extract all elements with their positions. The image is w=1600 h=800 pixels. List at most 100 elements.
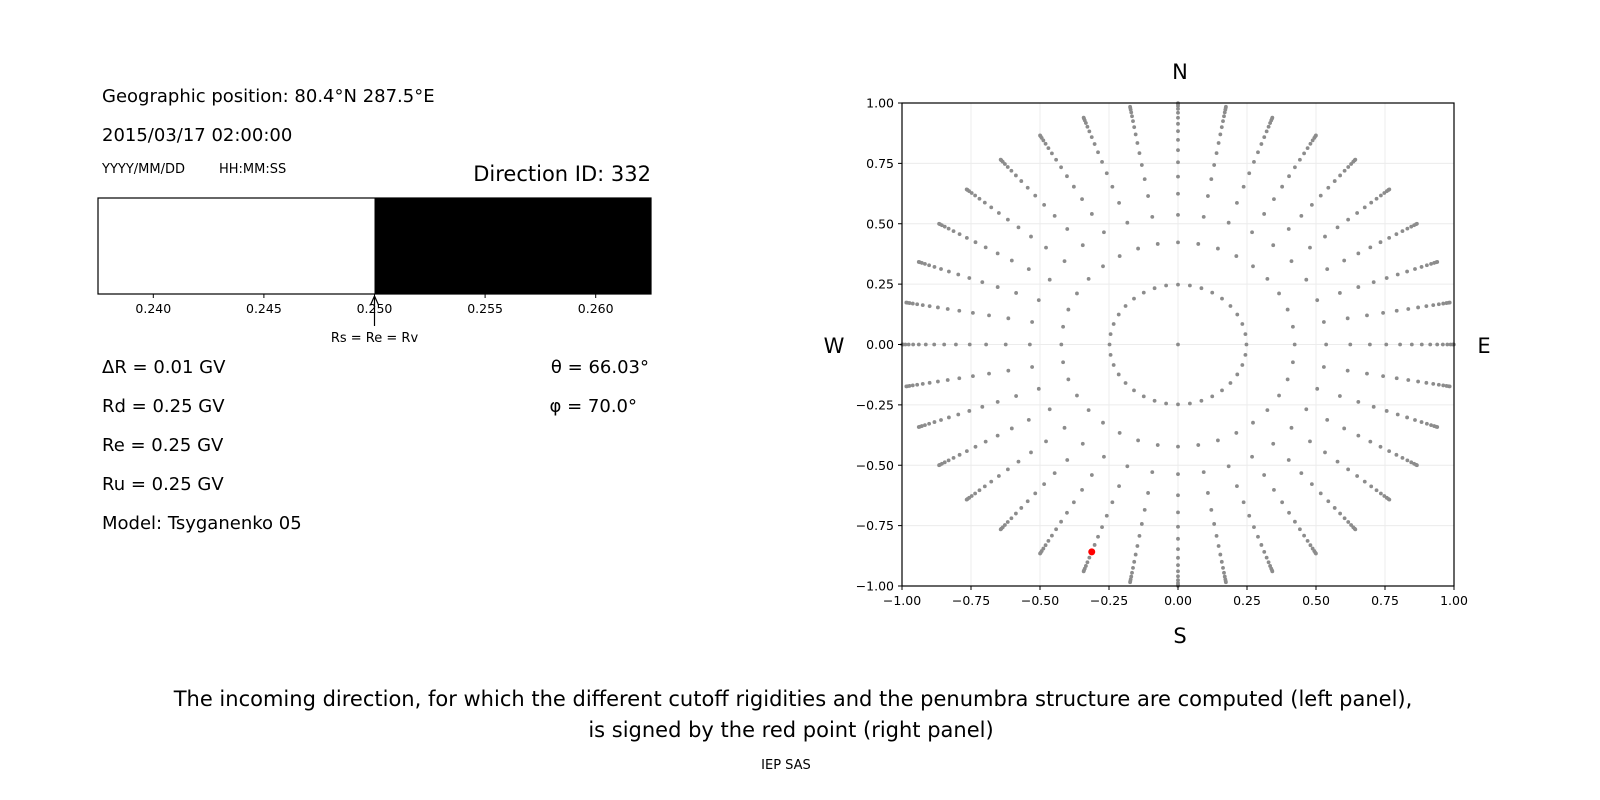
direction-point <box>1006 316 1011 321</box>
direction-point <box>1176 115 1180 120</box>
direction-point <box>1216 438 1220 443</box>
direction-point <box>964 497 969 502</box>
direction-point <box>1137 533 1142 538</box>
direction-point <box>916 342 921 347</box>
direction-point <box>1065 174 1069 179</box>
direction-point <box>1059 165 1063 170</box>
y-tick-label: 0.50 <box>866 216 894 231</box>
direction-point <box>1256 534 1260 539</box>
direction-point <box>1005 217 1010 222</box>
direction-point <box>1117 431 1122 435</box>
direction-point <box>1441 301 1446 306</box>
direction-point <box>1014 291 1019 295</box>
direction-point <box>1368 439 1373 444</box>
direction-point <box>1318 491 1323 496</box>
direction-point <box>1332 506 1337 510</box>
direction-point <box>1141 394 1146 399</box>
direction-point <box>1424 421 1429 426</box>
direction-point <box>1164 401 1169 406</box>
direction-point <box>1266 560 1271 565</box>
param-re: Re = 0.25 GV <box>102 435 224 456</box>
direction-point <box>1005 165 1010 169</box>
direction-point <box>1046 539 1051 543</box>
direction-point <box>1440 342 1445 347</box>
direction-point <box>1176 444 1180 449</box>
x-tick-label: 1.00 <box>1440 593 1468 608</box>
direction-point <box>977 488 982 493</box>
direction-point <box>947 269 951 274</box>
phi-value: φ = 70.0° <box>550 396 637 417</box>
direction-point <box>942 342 947 347</box>
direction-point <box>1092 142 1097 146</box>
direction-point <box>1003 342 1008 347</box>
direction-point <box>989 479 994 484</box>
direction-point <box>1005 467 1010 472</box>
y-tick-label: 0.00 <box>866 337 894 352</box>
direction-point <box>1135 141 1140 145</box>
direction-point <box>1061 360 1065 365</box>
direction-point <box>1353 527 1358 532</box>
direction-point <box>1277 291 1281 296</box>
direction-point <box>1176 578 1180 583</box>
direction-point <box>1155 443 1160 447</box>
direction-point <box>967 276 972 280</box>
direction-point <box>1342 516 1347 521</box>
param-delta-r: ΔR = 0.01 GV <box>102 357 226 378</box>
direction-point <box>1291 324 1295 329</box>
bar-tick-label: 0.255 <box>467 301 503 316</box>
x-tick-label: −0.75 <box>952 593 990 608</box>
direction-point <box>1224 104 1228 109</box>
direction-point <box>1356 433 1361 438</box>
direction-point <box>1286 458 1291 462</box>
direction-point <box>1142 507 1147 512</box>
direction-point <box>1132 125 1137 130</box>
x-tick-label: −1.00 <box>883 593 921 608</box>
x-tick-label: −0.25 <box>1090 593 1128 608</box>
direction-point <box>1071 184 1076 189</box>
direction-point <box>1416 305 1420 310</box>
y-tick-label: 0.25 <box>866 277 894 292</box>
direction-point <box>1356 285 1361 289</box>
direction-point <box>1100 525 1104 530</box>
direction-point <box>1046 146 1051 150</box>
direction-point <box>1199 286 1204 291</box>
direction-point <box>1080 441 1085 446</box>
direction-point <box>1009 516 1014 521</box>
direction-point <box>954 342 958 347</box>
direction-point <box>998 527 1003 532</box>
direction-point <box>1013 173 1018 178</box>
direction-point <box>1337 291 1342 295</box>
direction-point <box>1235 372 1240 377</box>
penumbra-bar <box>97 197 652 295</box>
direction-point <box>1338 511 1343 516</box>
direction-point <box>1409 460 1414 465</box>
direction-point <box>1297 157 1302 162</box>
direction-point <box>1033 193 1038 198</box>
direction-point <box>1210 290 1215 295</box>
direction-point <box>1196 242 1201 246</box>
direction-point <box>1323 450 1327 455</box>
direction-point <box>1413 267 1417 271</box>
direction-point <box>1130 570 1134 575</box>
direction-point <box>1287 510 1291 515</box>
direction-point <box>1176 106 1180 111</box>
direction-point <box>1362 479 1367 484</box>
caption-line-2: is signed by the red point (right panel) <box>588 718 993 742</box>
direction-point <box>1141 290 1146 295</box>
direction-point <box>1270 115 1275 120</box>
direction-point <box>1280 184 1285 189</box>
direction-point <box>1304 277 1309 282</box>
credit: IEP SAS <box>761 758 811 773</box>
direction-point <box>1199 398 1204 403</box>
direction-point <box>964 235 969 240</box>
direction-point <box>1362 205 1367 210</box>
direction-point <box>1116 372 1121 377</box>
direction-point <box>1013 511 1018 516</box>
direction-point <box>915 302 920 307</box>
y-tick-label: 0.75 <box>866 156 894 171</box>
direction-point <box>971 374 975 379</box>
direction-point <box>957 232 962 237</box>
date-format-label: YYYY/MM/DD <box>101 162 185 177</box>
direction-point <box>973 491 978 496</box>
